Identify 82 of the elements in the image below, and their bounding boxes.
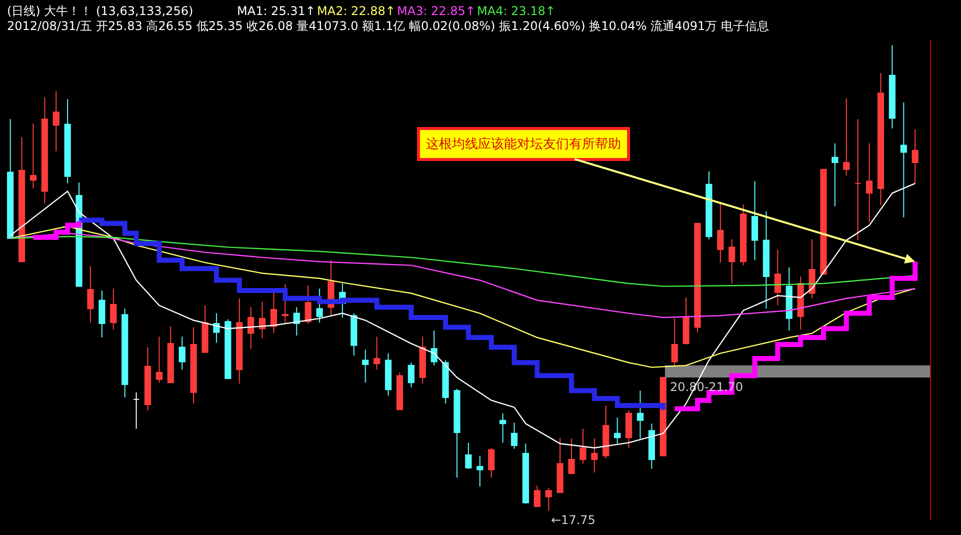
candlestick <box>636 390 644 440</box>
text: (日线) 大牛！！ (13,63,133,256) <box>7 4 194 18</box>
candlestick <box>556 437 564 494</box>
candlestick <box>854 118 862 241</box>
candlestick <box>442 360 449 404</box>
candlestick <box>820 168 827 275</box>
candlestick <box>580 428 586 464</box>
candlestick <box>499 412 506 444</box>
candlestick <box>832 142 838 207</box>
candlestick <box>167 326 174 384</box>
candlestick <box>545 487 552 512</box>
candlestick <box>534 485 540 507</box>
candlestick <box>751 180 758 261</box>
candlestick <box>41 96 48 204</box>
candlestick <box>476 455 484 487</box>
text: 2012/08/31/五 开25.83 高26.55 低25.35 收26.08 量41073.0 额1.1亿 幅0.02(0.08%) 振1.20(4.60%) 换10.04% 流通4091万 电子信息 <box>7 19 769 33</box>
candlestick <box>236 298 243 384</box>
text: MA1: 25.31↑ <box>237 4 316 18</box>
candlestick <box>248 306 254 350</box>
candlestick <box>52 90 60 152</box>
candlestick <box>64 98 71 184</box>
candlestick <box>774 249 781 306</box>
candlestick <box>430 330 438 366</box>
candlestick <box>213 312 220 344</box>
candlestick <box>304 284 312 324</box>
candlestick <box>144 346 152 412</box>
candlestick <box>671 318 678 366</box>
candlestick <box>717 202 724 264</box>
candlestick <box>87 266 94 324</box>
candlestick <box>877 72 884 206</box>
candlestick <box>350 312 358 356</box>
candlestick <box>156 336 163 384</box>
candlestick <box>591 438 598 474</box>
candlestick <box>568 438 575 474</box>
candlestick <box>18 136 26 262</box>
candlestick <box>625 410 632 448</box>
candlestick <box>682 296 690 345</box>
text: MA4: 23.18↑ <box>477 4 556 18</box>
candlestick <box>866 142 873 223</box>
candlestick <box>122 308 128 398</box>
candlestick <box>396 372 404 410</box>
candlestick <box>706 170 712 240</box>
candlestick <box>740 204 747 266</box>
candlestick <box>614 417 621 444</box>
candlestick <box>843 98 850 176</box>
candlestick <box>660 377 666 456</box>
text: ←17.75 <box>551 513 596 527</box>
candlestick <box>408 362 414 388</box>
candlestick <box>202 304 208 353</box>
candlestick <box>98 290 106 338</box>
candlestick <box>694 222 701 333</box>
candlestick <box>786 266 792 332</box>
candlestick <box>602 404 610 460</box>
candlestick <box>110 288 117 330</box>
candlestick <box>384 352 392 396</box>
candlestick <box>522 443 530 504</box>
annotation: 这根均线应该能对坛友们有所帮助 <box>426 136 621 152</box>
candlestick <box>808 238 816 299</box>
candlestick <box>258 301 266 339</box>
candlestick <box>132 392 140 430</box>
candlestick <box>728 238 736 284</box>
candlestick <box>912 128 918 184</box>
candlestick <box>648 423 655 470</box>
candlestick <box>454 388 460 478</box>
candlestick <box>293 306 300 336</box>
text: MA2: 22.88↑ <box>317 4 396 18</box>
candlestick <box>374 336 380 370</box>
candlestick <box>488 447 495 478</box>
candlestick <box>510 422 518 450</box>
candlestick <box>362 349 369 384</box>
candlestick <box>178 336 186 370</box>
candlestick <box>419 336 426 384</box>
candlestick <box>316 288 323 324</box>
candlestick <box>190 326 197 404</box>
candlestick <box>762 210 770 310</box>
candlestick <box>900 102 907 218</box>
candlestick <box>7 118 14 239</box>
candlestick <box>888 44 896 129</box>
text: MA3: 22.85↑ <box>397 4 476 18</box>
candlestick <box>465 442 472 470</box>
candlestick <box>224 318 232 379</box>
candlestick <box>30 122 37 190</box>
